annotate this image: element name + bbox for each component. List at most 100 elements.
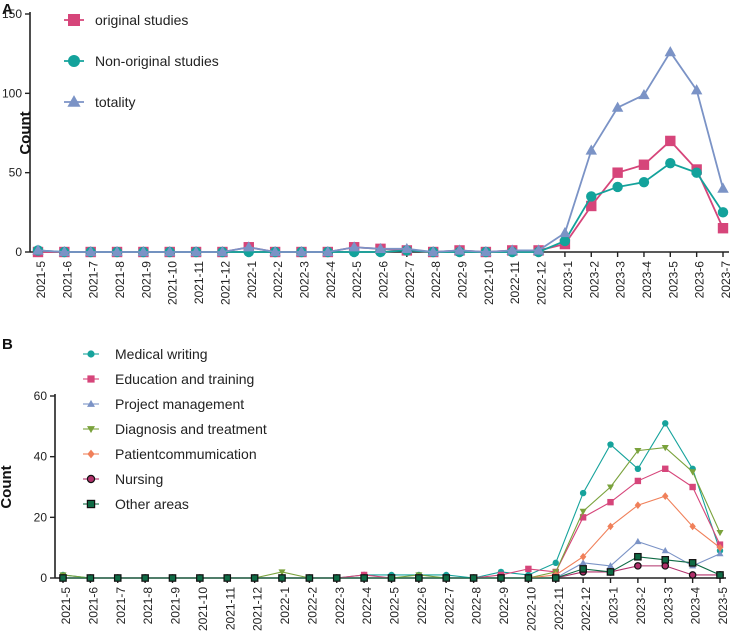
data-point: [442, 574, 451, 582]
legend-marker: [87, 375, 95, 383]
x-tick-label: 2022-5: [388, 587, 402, 625]
legend-label: Nursing: [115, 471, 163, 487]
legend-marker: [87, 399, 95, 407]
x-tick-label: 2021-9: [139, 261, 153, 299]
legend-item-totality: totality: [64, 94, 135, 110]
chart-panel-b: 0 20 40 60 2021-5 2021-6 2021-7 2021-8 2021-9 202…: [0, 346, 730, 631]
data-point: [250, 574, 259, 582]
data-point: [387, 574, 396, 582]
data-point: [716, 543, 724, 552]
data-point: [58, 246, 71, 257]
y-tick-label: 100: [2, 86, 22, 100]
y-axis-title: Count: [0, 465, 15, 508]
data-point: [716, 571, 724, 579]
x-tick-label: 2022-7: [442, 587, 456, 625]
x-tick-label: 2022-9: [497, 587, 511, 625]
legend-label: totality: [95, 94, 135, 110]
x-tick-label: 2023-3: [614, 261, 628, 299]
x-tick-label: 2021-11: [223, 587, 237, 630]
y-axis-title: Count: [17, 111, 34, 154]
y-tick-label: 50: [9, 166, 23, 180]
data-point: [634, 552, 642, 561]
series-original-studies: [32, 135, 729, 258]
x-tick-label: 2023-5: [716, 587, 730, 625]
data-point: [374, 242, 387, 253]
legend-item-project-management: Project management: [83, 396, 244, 412]
x-tick-label: 2022-2: [271, 261, 285, 299]
data-point: [638, 159, 650, 170]
legend: Medical writing Education and training Pro…: [83, 346, 267, 512]
data-point: [141, 574, 149, 582]
chart-panel-a: 0 50 100 150 2021-5 2021-6 2021-7 2021-8 2021-9 2…: [2, 7, 733, 305]
legend-label: original studies: [95, 12, 188, 28]
data-point: [322, 246, 334, 257]
x-tick-label: 2022-8: [470, 587, 484, 625]
series-other-areas: [59, 552, 724, 582]
data-point: [607, 522, 614, 531]
data-point: [427, 246, 439, 257]
legend: original studies Non-original studies tota…: [64, 12, 219, 110]
data-point: [243, 241, 255, 252]
series-non-original-studies: [32, 157, 729, 258]
data-point: [689, 469, 697, 476]
data-point: [111, 246, 123, 257]
x-tick-label: 2021-6: [86, 587, 100, 625]
data-point: [664, 46, 677, 57]
data-point: [661, 445, 669, 452]
y-tick-label: 150: [2, 7, 22, 21]
series-line-diagnosis-and-treatment: [62, 446, 721, 579]
data-point: [586, 200, 597, 212]
data-point: [634, 465, 642, 472]
data-point: [690, 84, 703, 95]
series-totality: [32, 46, 729, 257]
x-tick-label: 2021-10: [196, 587, 210, 631]
x-tick-label: 2021-12: [218, 261, 232, 305]
data-point: [716, 529, 724, 537]
x-tick-label: 2022-8: [429, 261, 443, 299]
data-point: [661, 562, 670, 570]
legend-marker: [86, 474, 96, 484]
data-point: [278, 569, 286, 576]
x-tick-label: 2023-4: [640, 261, 654, 299]
data-point: [638, 176, 650, 188]
data-point: [559, 235, 571, 247]
data-point: [716, 550, 724, 557]
x-tick-label: 2022-7: [403, 261, 417, 299]
data-point: [360, 574, 368, 582]
data-point: [634, 477, 642, 485]
x-tick-label: 2023-1: [607, 587, 621, 625]
data-point: [688, 559, 697, 567]
x-tick-label: 2022-4: [360, 587, 374, 625]
data-point: [216, 246, 229, 257]
data-point: [634, 501, 642, 510]
legend-marker: [67, 95, 81, 107]
data-point: [662, 465, 669, 472]
y-tick-label: 20: [34, 510, 48, 524]
x-tick-label: 2023-3: [661, 587, 675, 625]
data-point: [612, 167, 623, 178]
y-tick-label: 0: [15, 245, 22, 259]
data-point: [606, 562, 615, 569]
legend-marker: [68, 14, 80, 26]
data-point: [607, 441, 614, 448]
x-tick-label: 2022-11: [552, 587, 566, 630]
data-point: [525, 565, 532, 573]
x-tick-label: 2021-12: [251, 587, 265, 631]
data-point: [113, 574, 122, 582]
data-point: [190, 246, 202, 257]
x-tick-label: 2021-9: [169, 587, 183, 625]
data-point: [606, 484, 615, 491]
x-tick-label: 2022-3: [297, 261, 311, 299]
legend-item-original-studies: original studies: [64, 12, 188, 28]
data-point: [607, 498, 614, 506]
x-tick-label: 2022-6: [377, 261, 391, 299]
x-tick-label: 2022-2: [305, 587, 319, 625]
data-point: [84, 246, 97, 257]
data-point: [223, 574, 232, 582]
data-point: [606, 568, 615, 576]
data-point: [305, 574, 314, 582]
data-point: [661, 547, 669, 554]
legend-item-education-and-training: Education and training: [83, 371, 254, 387]
legend-item-non-original-studies: Non-original studies: [64, 53, 219, 69]
data-point: [469, 574, 478, 582]
